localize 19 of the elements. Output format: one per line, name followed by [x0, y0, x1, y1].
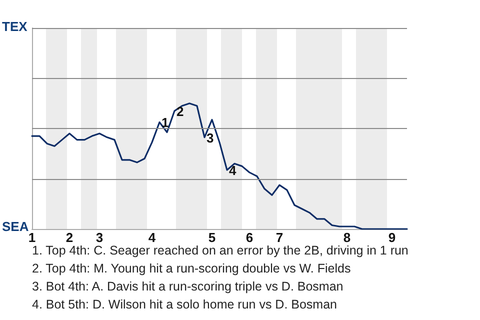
- x-tick-label: 7: [276, 230, 284, 245]
- x-tick-label: 5: [208, 230, 216, 245]
- annotation: 1: [162, 115, 169, 130]
- x-tick-label: 2: [66, 230, 74, 245]
- x-tick-label: 3: [96, 230, 104, 245]
- text: SEA: [2, 219, 30, 234]
- x-tick-label: 4: [148, 230, 156, 245]
- annotation: 3: [206, 130, 214, 146]
- annotation: 4: [229, 162, 237, 178]
- text: 1. Top 4th: C. Seager reached on an error by the 2B, driving in 1 run: [32, 244, 408, 258]
- x-tick-label: 8: [343, 230, 351, 245]
- x-tick-label: 1: [28, 230, 36, 245]
- annotation: 2: [176, 104, 184, 119]
- x-tick-label: 9: [388, 230, 396, 245]
- text: 4. Bot 5th: D. Wilson hit a solo home run vs D. Bosman: [32, 298, 338, 312]
- text: 3. Bot 4th: A. Davis hit a run-scoring triple vs D. Bosman: [32, 280, 344, 294]
- x-tick-label: 6: [246, 230, 254, 245]
- text: TEX: [2, 19, 28, 34]
- text: 2. Top 4th: M. Young hit a run-scoring double vs W. Fields: [32, 262, 351, 276]
